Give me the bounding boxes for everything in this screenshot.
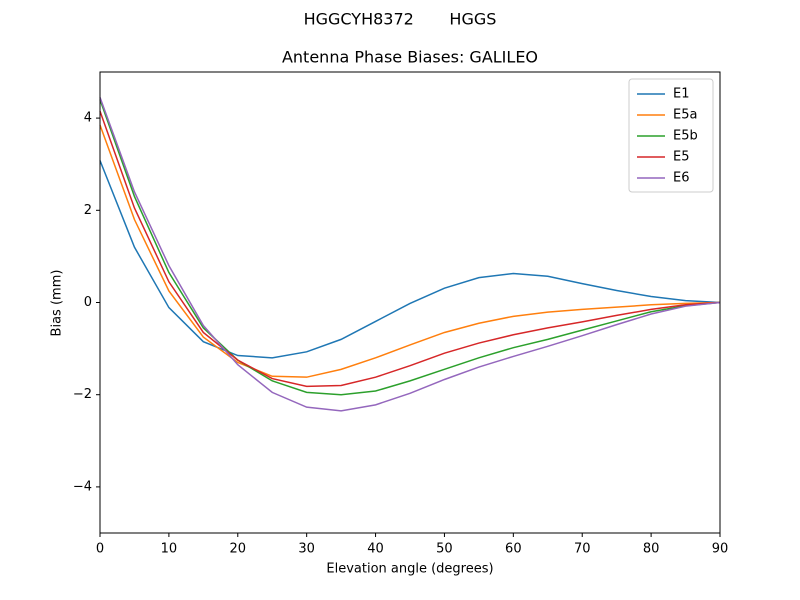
y-tick-label: 2: [84, 203, 92, 218]
line-series: [99, 110, 721, 388]
legend-label: E5b: [673, 129, 698, 144]
x-tick-label: 90: [712, 542, 729, 557]
line-series: [99, 124, 721, 378]
x-tick-label: 60: [505, 542, 522, 557]
line-series: [99, 97, 721, 412]
x-tick-label: 80: [643, 542, 660, 557]
x-tick-label: 20: [230, 542, 247, 557]
x-tick-label: 30: [298, 542, 315, 557]
x-tick-label: 0: [96, 542, 104, 557]
x-tick-label: 50: [436, 542, 453, 557]
x-tick-label: 40: [367, 542, 384, 557]
x-tick-label: 10: [161, 542, 178, 557]
suptitle: HGGCYH8372 HGGS: [304, 10, 497, 29]
y-tick-label: −2: [73, 387, 92, 402]
x-tick-label: 70: [574, 542, 591, 557]
plot-frame: [99, 71, 721, 534]
legend-label: E6: [673, 171, 690, 186]
legend-label: E1: [673, 87, 690, 102]
legend-label: E5: [673, 150, 690, 165]
line-series: [99, 160, 721, 359]
legend-box: [628, 78, 714, 193]
legend-label: E5a: [673, 108, 697, 123]
line-series: [99, 99, 721, 396]
y-tick-label: −4: [73, 479, 92, 494]
y-axis-label: Bias (mm): [50, 270, 65, 337]
x-axis-label: Elevation angle (degrees): [326, 562, 493, 577]
y-tick-label: 4: [84, 111, 92, 126]
y-tick-label: 0: [84, 295, 92, 310]
chart-title: Antenna Phase Biases: GALILEO: [282, 48, 538, 67]
